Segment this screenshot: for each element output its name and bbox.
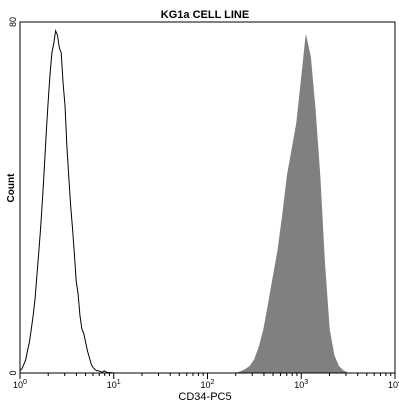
y-axis-ticks: 0 80 <box>8 17 18 376</box>
x-tick-label: 100 <box>13 379 27 390</box>
plot-frame <box>19 21 396 374</box>
y-axis-label: Count <box>6 173 17 203</box>
y-tick-label: 0 <box>8 370 18 375</box>
plot-area <box>19 28 349 374</box>
x-axis-ticks: 100 101 102 103 104 <box>13 373 399 390</box>
histogram-filled-1 <box>235 35 349 374</box>
x-tick-label: 102 <box>201 379 215 390</box>
histogram-outline-0 <box>19 28 114 374</box>
y-tick-label: 80 <box>8 17 18 27</box>
x-tick-label: 101 <box>107 379 121 390</box>
x-tick-label: 103 <box>294 379 308 390</box>
x-tick-label: 104 <box>388 379 399 390</box>
x-axis-label: CD34-PC5 <box>178 391 231 403</box>
chart-title: KG1a CELL LINE <box>161 9 249 21</box>
